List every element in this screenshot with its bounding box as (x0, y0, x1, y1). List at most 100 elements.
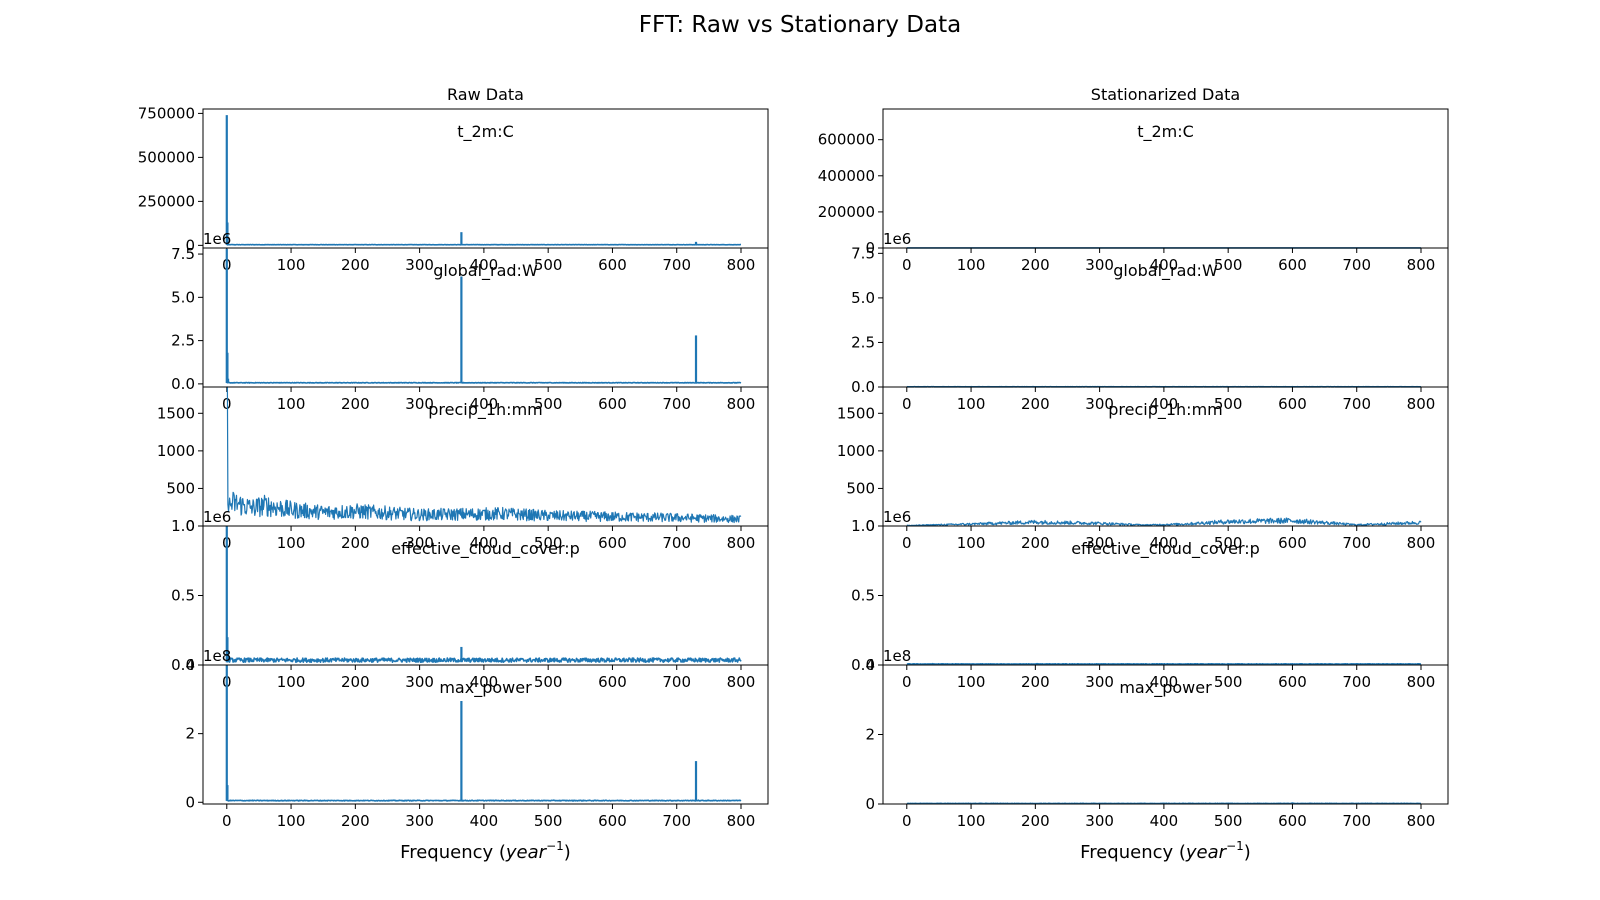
x-tick-label: 200 (1021, 673, 1050, 691)
offset-label: 1e6 (203, 230, 231, 248)
x-tick-label: 600 (598, 812, 627, 830)
x-tick-label: 500 (1214, 534, 1243, 552)
x-tick-label: 200 (341, 534, 370, 552)
x-tick-label: 500 (534, 534, 563, 552)
offset-label: 1e6 (883, 230, 911, 248)
y-tick-label: 5.0 (851, 289, 875, 307)
y-tick-label: 7.5 (851, 244, 875, 262)
subplot-t-2m-c: 0 200000 400000 600000 0 100 200 300 400 500 600 70… (818, 108, 1449, 274)
x-axis-label: Frequency (year−1) (400, 839, 571, 863)
x-tick-label: 300 (405, 256, 434, 274)
x-tick-label: 700 (662, 256, 691, 274)
series-line (906, 662, 1422, 666)
x-tick-label: 400 (470, 534, 499, 552)
x-tick-label: 200 (1021, 534, 1050, 552)
x-tick-label: 600 (1278, 673, 1307, 691)
x-tick-label: 800 (1407, 256, 1436, 274)
y-tick-label: 2 (185, 725, 195, 743)
x-tick-label: 300 (405, 812, 434, 830)
y-tick-label: 0.5 (851, 587, 875, 605)
y-tick-label: 0 (185, 517, 195, 535)
x-tick-label: 300 (1085, 256, 1114, 274)
x-tick-label: 200 (1021, 812, 1050, 830)
y-tick-label: 0 (865, 517, 875, 535)
y-tick-label: 0.0 (851, 656, 875, 674)
x-tick-label: 700 (662, 812, 691, 830)
axes-frame (202, 664, 769, 805)
y-tick-label: 0 (865, 239, 875, 257)
series-line (226, 799, 742, 802)
x-tick-label: 200 (341, 812, 370, 830)
x-tick-label: 600 (1278, 534, 1307, 552)
subplot-title: max_power (439, 678, 532, 698)
x-tick-label: 800 (1407, 534, 1436, 552)
y-tick-label: 1.0 (171, 517, 195, 535)
series-line (906, 517, 1422, 527)
y-tick-label: 0.0 (851, 378, 875, 396)
y-tick-label: 0 (865, 795, 875, 813)
x-tick-label: 700 (1342, 673, 1371, 691)
y-tick-label: 4 (185, 656, 195, 674)
x-tick-label: 200 (1021, 395, 1050, 413)
y-tick-label: 500 (846, 479, 875, 497)
x-tick-label: 200 (341, 395, 370, 413)
x-tick-label: 700 (1342, 812, 1371, 830)
y-tick-label: 500000 (138, 148, 195, 166)
subplot-effective-cloud-cover-p: 0.0 0.5 1.00 100 200 300 400 500 600 700 800 effect… (171, 508, 769, 691)
y-tick-label: 400000 (818, 167, 875, 185)
x-tick-label: 500 (1214, 812, 1243, 830)
y-tick-label: 250000 (138, 192, 195, 210)
subplot-global-rad-w: 0.02.55.07.50 100 200 300 400 500 600 700 800glo… (851, 230, 1449, 413)
y-tick-label: 750000 (138, 104, 195, 122)
subplot-max-power: 0 2 4 0 100 200 300 400 500 600 700 800 max_power 1e8 (185, 647, 769, 830)
offset-label: 1e6 (883, 508, 911, 526)
x-tick-label: 100 (957, 673, 986, 691)
x-tick-label: 300 (405, 534, 434, 552)
x-tick-label: 300 (1085, 673, 1114, 691)
x-tick-label: 500 (1214, 256, 1243, 274)
x-tick-label: 800 (727, 673, 756, 691)
y-tick-label: 5.0 (171, 288, 195, 306)
series-line (226, 657, 742, 663)
x-tick-label: 800 (1407, 395, 1436, 413)
figure-title: FFT: Raw vs Stationary Data (638, 12, 962, 38)
subplot-title: effective_cloud_cover:p (1071, 539, 1260, 559)
x-tick-label: 700 (1342, 256, 1371, 274)
x-tick-label: 100 (957, 256, 986, 274)
y-tick-label: 0.0 (171, 656, 195, 674)
subplot-title: t_2m:C (1137, 122, 1194, 142)
x-tick-label: 500 (1214, 395, 1243, 413)
x-tick-label: 600 (1278, 395, 1307, 413)
y-tick-label: 1000 (157, 442, 195, 460)
x-tick-label: 0 (902, 395, 912, 413)
x-tick-label: 800 (727, 534, 756, 552)
y-tick-label: 1500 (837, 404, 875, 422)
x-tick-label: 700 (662, 673, 691, 691)
y-tick-label: 2.5 (851, 333, 875, 351)
x-tick-label: 200 (1021, 256, 1050, 274)
x-tick-label: 400 (1150, 395, 1179, 413)
y-tick-label: 0.0 (171, 375, 195, 393)
x-tick-label: 300 (1085, 812, 1114, 830)
offset-label: 1e8 (883, 647, 911, 665)
y-tick-label: 600000 (818, 131, 875, 149)
x-tick-label: 100 (277, 395, 306, 413)
x-tick-label: 300 (405, 673, 434, 691)
y-tick-label: 0 (185, 236, 195, 254)
y-tick-label: 2.5 (171, 332, 195, 350)
x-tick-label: 300 (1085, 534, 1114, 552)
x-tick-label: 100 (277, 673, 306, 691)
x-tick-label: 400 (1150, 673, 1179, 691)
y-tick-label: 0 (185, 793, 195, 811)
subplot-title: max_power (1119, 678, 1212, 698)
x-tick-label: 600 (598, 534, 627, 552)
x-tick-label: 0 (902, 812, 912, 830)
x-tick-label: 500 (534, 256, 563, 274)
subplot-max-power: 0 2 4 0 100 200 300 400 500 600 700 800 max_power 1e8 (865, 647, 1449, 830)
x-tick-label: 400 (1150, 256, 1179, 274)
subplot-title: effective_cloud_cover:p (391, 539, 580, 559)
x-tick-label: 400 (1150, 812, 1179, 830)
x-tick-label: 600 (598, 395, 627, 413)
x-tick-label: 400 (1150, 534, 1179, 552)
subplot-title: precip_1h:mm (428, 400, 543, 420)
